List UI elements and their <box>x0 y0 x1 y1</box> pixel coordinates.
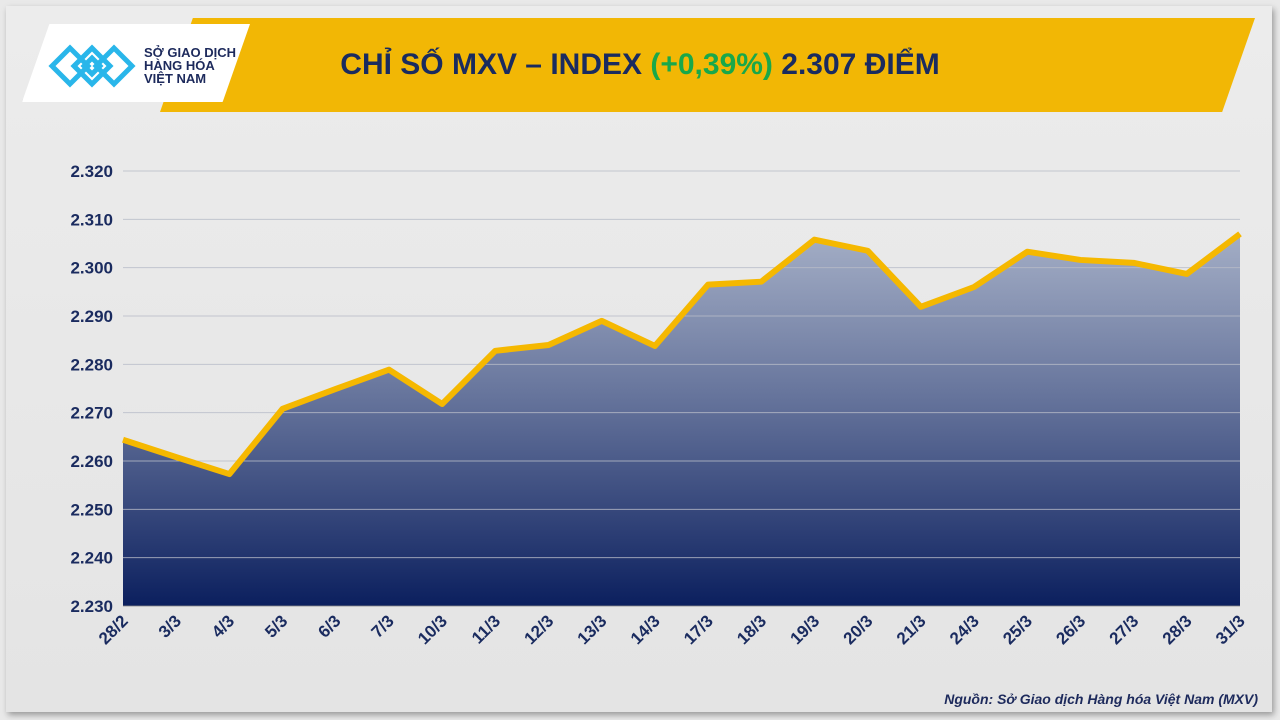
title-change: (+0,39%) <box>650 48 773 81</box>
logo-line-2: HÀNG HÓA <box>144 58 215 73</box>
y-tick-label: 2.320 <box>70 162 113 181</box>
logo-text: SỞ GIAO DỊCH HÀNG HÓA VIỆT NAM <box>144 46 236 85</box>
y-tick-label: 2.260 <box>70 452 113 471</box>
y-tick-label: 2.300 <box>70 259 113 278</box>
x-tick-label: 7/3 <box>368 611 398 641</box>
x-tick-label: 18/3 <box>733 611 770 648</box>
x-tick-label: 14/3 <box>627 611 664 648</box>
y-tick-label: 2.240 <box>70 549 113 568</box>
y-tick-label: 2.270 <box>70 404 113 423</box>
y-tick-label: 2.280 <box>70 355 113 374</box>
chart-title: CHỈ SỐ MXV – INDEX (+0,39%) 2.307 ĐIỂM <box>0 48 1280 82</box>
logo-line-1: SỞ GIAO DỊCH <box>144 45 236 60</box>
x-tick-label: 25/3 <box>999 611 1036 648</box>
x-tick-label: 21/3 <box>893 611 930 648</box>
x-tick-label: 19/3 <box>786 611 823 648</box>
logo-mark-icon <box>48 44 136 88</box>
x-tick-label: 5/3 <box>261 611 291 641</box>
x-tick-label: 28/2 <box>95 611 132 648</box>
title-prefix: CHỈ SỐ MXV – INDEX <box>340 48 643 81</box>
series-line <box>122 231 1242 478</box>
x-tick-label: 6/3 <box>314 611 344 641</box>
title-banner <box>160 18 1255 112</box>
x-tick-label: 4/3 <box>208 611 238 641</box>
y-tick-label: 2.250 <box>70 500 113 519</box>
y-tick-label: 2.290 <box>70 307 113 326</box>
x-tick-label: 27/3 <box>1106 611 1143 648</box>
x-tick-label: 20/3 <box>840 611 877 648</box>
area-fill <box>123 233 1240 607</box>
x-tick-label: 3/3 <box>155 611 185 641</box>
x-tick-label: 17/3 <box>680 611 717 648</box>
y-tick-label: 2.310 <box>70 210 113 229</box>
x-tick-label: 11/3 <box>468 611 504 647</box>
x-tick-label: 12/3 <box>521 611 558 648</box>
logo: SỞ GIAO DỊCH HÀNG HÓA VIỆT NAM <box>22 24 250 102</box>
x-tick-label: 28/3 <box>1159 611 1196 648</box>
x-tick-label: 31/3 <box>1212 611 1249 648</box>
x-tick-label: 10/3 <box>414 611 451 648</box>
logo-line-3: VIỆT NAM <box>144 71 207 86</box>
source-note: Nguồn: Sở Giao dịch Hàng hóa Việt Nam (M… <box>944 691 1258 707</box>
x-tick-label: 13/3 <box>574 611 611 648</box>
title-value: 2.307 ĐIỂM <box>781 48 940 81</box>
y-tick-label: 2.230 <box>70 597 113 616</box>
x-tick-label: 26/3 <box>1052 611 1089 648</box>
x-tick-label: 24/3 <box>946 611 983 648</box>
